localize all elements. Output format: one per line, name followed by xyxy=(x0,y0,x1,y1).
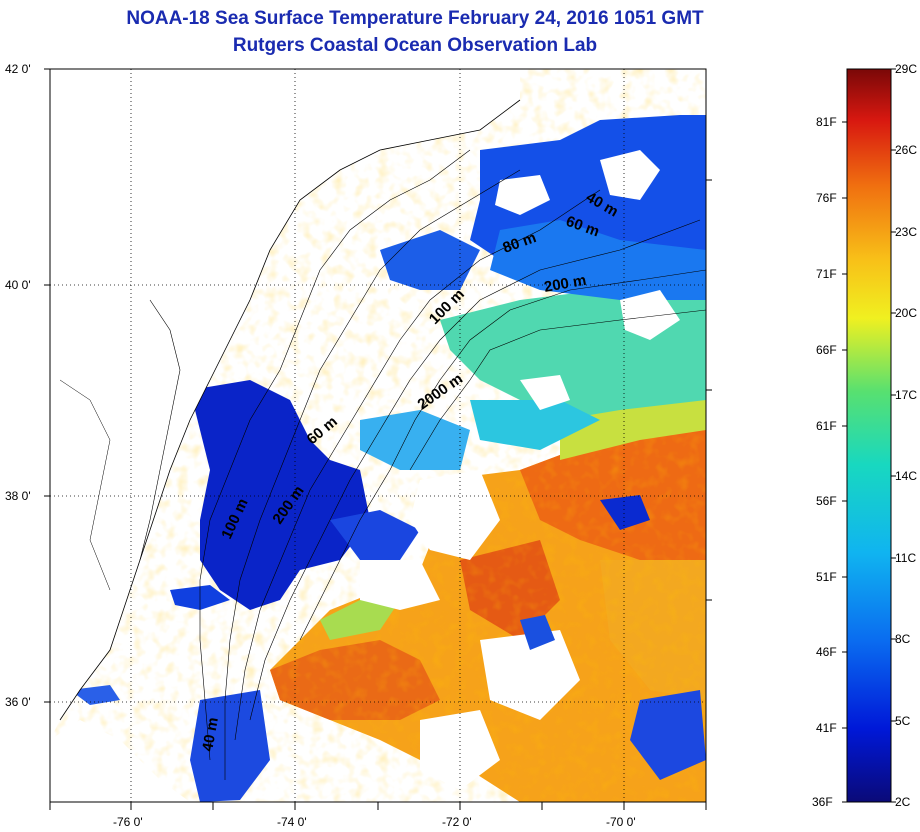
colorbar-fahrenheit-label: 51F xyxy=(816,570,837,584)
colorbar-celsius-label: 5C xyxy=(895,714,911,728)
colorbar-celsius-label: 8C xyxy=(895,632,911,646)
colorbar-celsius-label: 29C xyxy=(895,62,917,76)
lon-label: -70 0' xyxy=(606,815,636,829)
colorbar xyxy=(846,68,892,803)
colorbar-fahrenheit-label: 36F xyxy=(812,795,833,809)
colorbar-fahrenheit-label: 76F xyxy=(816,191,837,205)
colorbar-celsius-label: 23C xyxy=(895,225,917,239)
colorbar-fahrenheit-label: 46F xyxy=(816,645,837,659)
lon-label: -76 0' xyxy=(113,815,143,829)
lat-label: 42 0' xyxy=(5,62,31,76)
map-title: NOAA-18 Sea Surface Temperature February… xyxy=(126,8,704,29)
map-subtitle: Rutgers Coastal Ocean Observation Lab xyxy=(232,35,598,56)
sst-field xyxy=(50,69,706,802)
colorbar-fahrenheit-label: 56F xyxy=(816,494,837,508)
colorbar-fahrenheit-label: 71F xyxy=(816,267,837,281)
colorbar-fahrenheit-label: 66F xyxy=(816,343,837,357)
colorbar-fahrenheit-label: 41F xyxy=(816,721,837,735)
colorbar-celsius-label: 2C xyxy=(895,795,911,809)
colorbar-celsius-label: 11C xyxy=(895,551,916,565)
colorbar-celsius-label: 17C xyxy=(895,388,917,402)
lat-label: 40 0' xyxy=(5,278,31,292)
colorbar-celsius-label: 20C xyxy=(895,306,917,320)
isobath-label: 40 m xyxy=(199,716,222,753)
lat-label: 38 0' xyxy=(5,489,31,503)
colorbar-celsius-label: 26C xyxy=(895,143,917,157)
colorbar-fahrenheit-label: 61F xyxy=(816,419,837,433)
colorbar-fahrenheit-label: 81F xyxy=(816,115,837,129)
colorbar-celsius-label: 14C xyxy=(895,469,917,483)
lon-label: -72 0' xyxy=(442,815,472,829)
lon-label: -74 0' xyxy=(277,815,307,829)
lat-label: 36 0' xyxy=(5,695,31,709)
